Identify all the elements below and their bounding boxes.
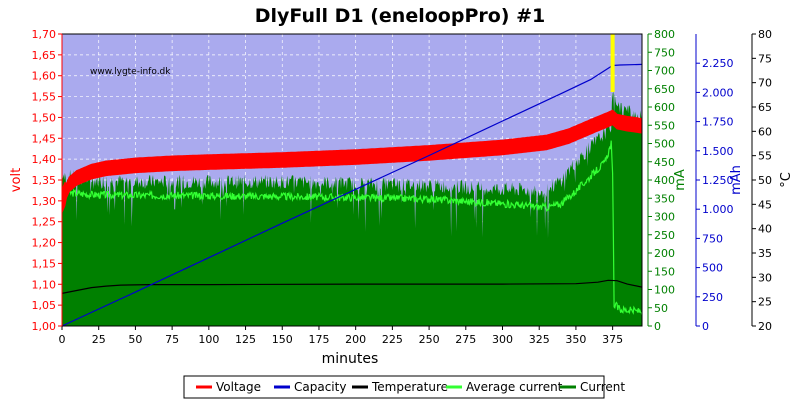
x-tick-label: 125 <box>235 333 256 346</box>
tick-label-celsius: 40 <box>758 223 772 236</box>
tick-label-volt: 1,05 <box>32 299 57 312</box>
tick-label-mA: 650 <box>654 83 675 96</box>
tick-label-mAh: 250 <box>702 291 723 304</box>
x-tick-label: 175 <box>308 333 329 346</box>
x-tick-label: 25 <box>92 333 106 346</box>
tick-label-celsius: 20 <box>758 320 772 333</box>
legend-entry: Current <box>580 380 625 394</box>
tick-label-mAh: 1.750 <box>702 116 734 129</box>
x-tick-label: 225 <box>382 333 403 346</box>
watermark: www.lygte-info.dk <box>90 67 171 77</box>
legend-entry: Voltage <box>216 380 261 394</box>
series-temperature <box>61 279 643 294</box>
legend: Voltage Capacity Temperature Average curren… <box>183 375 625 399</box>
tick-label-celsius: 55 <box>758 150 772 163</box>
tick-label-volt: 1,35 <box>32 174 57 187</box>
tick-label-volt: 1,00 <box>32 320 57 333</box>
x-tick-label: 350 <box>565 333 586 346</box>
tick-label-celsius: 70 <box>758 77 772 90</box>
tick-label-mA: 600 <box>654 101 675 114</box>
tick-label-mAh: 2.000 <box>702 86 734 99</box>
tick-label-celsius: 45 <box>758 198 772 211</box>
tick-label-celsius: 75 <box>758 52 772 65</box>
x-tick-label: 100 <box>198 333 219 346</box>
x-tick-label: 0 <box>59 333 66 346</box>
tick-label-celsius: 60 <box>758 125 772 138</box>
chart-title: DlyFull D1 (eneloopPro) #1 <box>255 5 545 27</box>
tick-label-mA: 150 <box>654 265 675 278</box>
tick-label-mA: 800 <box>654 28 675 41</box>
x-tick-label: 150 <box>272 333 293 346</box>
axis-label-volt: volt <box>9 168 24 192</box>
x-tick-label: 375 <box>602 333 623 346</box>
tick-label-celsius: 35 <box>758 247 772 260</box>
tick-label-mA: 250 <box>654 229 675 242</box>
tick-label-mA: 450 <box>654 156 675 169</box>
tick-label-volt: 1,55 <box>32 91 57 104</box>
tick-label-volt: 1,30 <box>32 195 57 208</box>
x-tick-label: 275 <box>455 333 476 346</box>
tick-label-mA: 100 <box>654 284 675 297</box>
axis-label-celsius: °C <box>779 172 794 188</box>
tick-label-volt: 1,45 <box>32 132 57 145</box>
tick-label-volt: 1,25 <box>32 216 57 229</box>
tick-label-volt: 1,50 <box>32 111 57 124</box>
tick-label-mAh: 1.000 <box>702 203 734 216</box>
tick-label-mA: 500 <box>654 138 675 151</box>
x-tick-label: 200 <box>345 333 366 346</box>
legend-entry: Capacity <box>294 380 346 394</box>
axis-label-mAh: mAh <box>729 165 744 195</box>
x-tick-label: 75 <box>165 333 179 346</box>
series-current <box>62 92 642 326</box>
tick-label-mA: 0 <box>654 320 661 333</box>
tick-label-volt: 1,60 <box>32 70 57 83</box>
series-average-current <box>61 140 643 315</box>
tick-label-mA: 700 <box>654 65 675 78</box>
legend-entry: Temperature <box>371 380 448 394</box>
axis-label-mA: mA <box>673 169 688 191</box>
tick-label-mAh: 500 <box>702 262 723 275</box>
tick-label-mAh: 0 <box>702 320 709 333</box>
tick-label-celsius: 50 <box>758 174 772 187</box>
tick-label-mA: 200 <box>654 247 675 260</box>
tick-label-mAh: 2.250 <box>702 57 734 70</box>
x-axis-label: minutes <box>322 351 379 367</box>
tick-label-mA: 350 <box>654 192 675 205</box>
tick-label-mA: 550 <box>654 119 675 132</box>
tick-label-volt: 1,20 <box>32 237 57 250</box>
tick-label-volt: 1,65 <box>32 49 57 62</box>
tick-label-mA: 400 <box>654 174 675 187</box>
tick-label-mA: 750 <box>654 46 675 59</box>
legend-box <box>183 375 605 399</box>
x-tick-label: 300 <box>492 333 513 346</box>
tick-label-celsius: 80 <box>758 28 772 41</box>
tick-label-volt: 1,70 <box>32 28 57 41</box>
tick-label-volt: 1,15 <box>32 257 57 270</box>
tick-label-mAh: 1.250 <box>702 174 734 187</box>
tick-label-volt: 1,40 <box>32 153 57 166</box>
tick-label-mAh: 750 <box>702 232 723 245</box>
plot-area <box>61 33 643 327</box>
legend-entry: Average current <box>466 380 563 394</box>
tick-label-mA: 300 <box>654 211 675 224</box>
x-tick-label: 325 <box>529 333 550 346</box>
x-tick-label: 50 <box>128 333 142 346</box>
axes: 0 25 50 75 100 125 150 175 200 225 250 275 300 325 350… <box>9 28 794 346</box>
tick-label-mA: 50 <box>654 302 668 315</box>
x-tick-label: 250 <box>419 333 440 346</box>
tick-label-celsius: 65 <box>758 101 772 114</box>
tick-label-celsius: 30 <box>758 271 772 284</box>
tick-label-celsius: 25 <box>758 296 772 309</box>
tick-label-mAh: 1.500 <box>702 145 734 158</box>
tick-label-volt: 1,10 <box>32 278 57 291</box>
